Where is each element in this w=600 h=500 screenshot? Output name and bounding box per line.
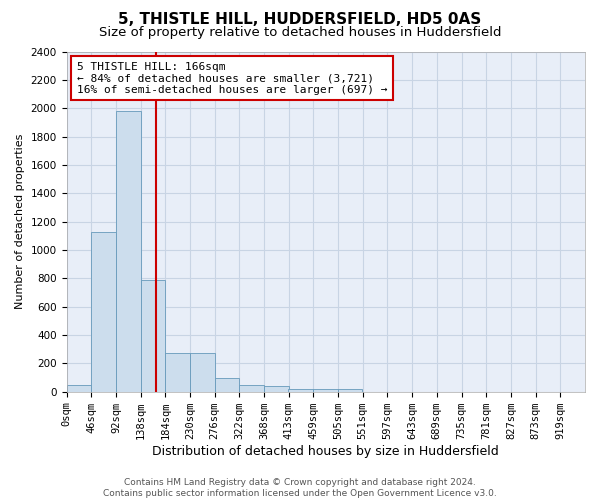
Bar (313, 389, 338, 392)
Bar (116, 111, 140, 392)
Bar (67, 384, 91, 392)
Bar (140, 280, 165, 392)
X-axis label: Distribution of detached houses by size in Huddersfield: Distribution of detached houses by size … (152, 444, 499, 458)
Text: Size of property relative to detached houses in Huddersfield: Size of property relative to detached ho… (99, 26, 501, 39)
Y-axis label: Number of detached properties: Number of detached properties (15, 134, 25, 310)
Bar (288, 388, 313, 392)
Bar (190, 354, 215, 392)
Bar (165, 354, 190, 392)
Bar (239, 384, 264, 392)
Bar (338, 389, 362, 392)
Text: 5 THISTLE HILL: 166sqm
← 84% of detached houses are smaller (3,721)
16% of semi-: 5 THISTLE HILL: 166sqm ← 84% of detached… (77, 62, 388, 95)
Text: 5, THISTLE HILL, HUDDERSFIELD, HD5 0AS: 5, THISTLE HILL, HUDDERSFIELD, HD5 0AS (118, 12, 482, 28)
Bar (264, 386, 289, 392)
Text: Contains HM Land Registry data © Crown copyright and database right 2024.
Contai: Contains HM Land Registry data © Crown c… (103, 478, 497, 498)
Bar (215, 378, 239, 392)
Bar (91, 232, 116, 392)
